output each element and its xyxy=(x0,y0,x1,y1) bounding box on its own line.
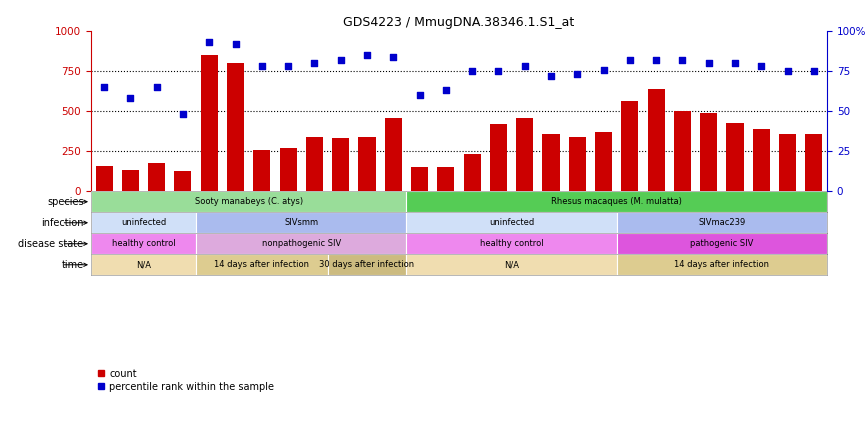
Text: infection: infection xyxy=(41,218,83,228)
Bar xyxy=(542,135,559,191)
Point xyxy=(780,67,794,75)
Point xyxy=(360,52,374,59)
Bar xyxy=(406,233,617,254)
Bar xyxy=(674,111,691,191)
Bar xyxy=(201,55,217,191)
Bar xyxy=(701,113,717,191)
Bar xyxy=(359,137,376,191)
Bar xyxy=(227,63,244,191)
Bar xyxy=(621,101,638,191)
Text: uninfected: uninfected xyxy=(489,218,534,227)
Text: 30 days after infection: 30 days after infection xyxy=(320,260,415,269)
Point xyxy=(150,83,164,91)
Bar xyxy=(333,138,349,191)
Bar xyxy=(516,118,533,191)
Text: N/A: N/A xyxy=(504,260,519,269)
Point xyxy=(518,63,532,70)
Bar xyxy=(91,254,196,275)
Point xyxy=(386,53,400,60)
Bar xyxy=(779,134,796,191)
Bar xyxy=(595,132,612,191)
Bar xyxy=(122,170,139,191)
Point xyxy=(807,67,821,75)
Point xyxy=(465,67,479,75)
Point xyxy=(754,63,768,70)
Bar xyxy=(196,233,406,254)
Legend: count, percentile rank within the sample: count, percentile rank within the sample xyxy=(96,369,275,392)
Point xyxy=(97,83,111,91)
Point xyxy=(492,67,506,75)
Bar xyxy=(280,148,297,191)
Bar xyxy=(805,134,823,191)
Bar xyxy=(490,124,507,191)
Point xyxy=(728,59,742,67)
Text: 14 days after infection: 14 days after infection xyxy=(675,260,769,269)
Point xyxy=(597,66,611,73)
Point xyxy=(333,56,347,63)
Bar xyxy=(727,123,744,191)
Bar xyxy=(617,212,827,233)
Point xyxy=(544,72,558,79)
Bar xyxy=(306,137,323,191)
Text: healthy control: healthy control xyxy=(112,239,175,248)
Text: pathogenic SIV: pathogenic SIV xyxy=(690,239,753,248)
Bar xyxy=(91,191,406,212)
Point xyxy=(229,40,242,48)
Bar xyxy=(327,254,406,275)
Text: time: time xyxy=(61,260,83,270)
Point xyxy=(571,71,585,78)
Point xyxy=(623,56,637,63)
Point xyxy=(255,63,268,70)
Point xyxy=(281,63,295,70)
Bar xyxy=(148,163,165,191)
Bar xyxy=(95,166,113,191)
Bar xyxy=(253,150,270,191)
Bar xyxy=(617,254,827,275)
Point xyxy=(307,59,321,67)
Point xyxy=(176,111,190,118)
Text: species: species xyxy=(47,197,83,207)
Bar xyxy=(569,137,585,191)
Point xyxy=(701,59,715,67)
Bar xyxy=(753,129,770,191)
Bar xyxy=(648,89,665,191)
Text: uninfected: uninfected xyxy=(121,218,166,227)
Bar xyxy=(385,118,402,191)
Point xyxy=(675,56,689,63)
Bar xyxy=(406,212,617,233)
Bar xyxy=(463,155,481,191)
Bar xyxy=(437,167,455,191)
Text: healthy control: healthy control xyxy=(480,239,543,248)
Bar xyxy=(406,254,617,275)
Text: nonpathogenic SIV: nonpathogenic SIV xyxy=(262,239,341,248)
Bar xyxy=(406,191,827,212)
Point xyxy=(124,95,138,102)
Text: disease state: disease state xyxy=(18,239,83,249)
Point xyxy=(412,91,426,99)
Bar xyxy=(196,254,327,275)
Text: 14 days after infection: 14 days after infection xyxy=(214,260,309,269)
Text: SIVsmm: SIVsmm xyxy=(284,218,319,227)
Bar xyxy=(91,212,196,233)
Bar xyxy=(617,233,827,254)
Point xyxy=(650,56,663,63)
Text: Sooty manabeys (C. atys): Sooty manabeys (C. atys) xyxy=(195,197,303,206)
Text: SIVmac239: SIVmac239 xyxy=(698,218,746,227)
Point xyxy=(439,87,453,94)
Text: N/A: N/A xyxy=(136,260,151,269)
Bar xyxy=(196,212,406,233)
Bar xyxy=(411,167,428,191)
Text: Rhesus macaques (M. mulatta): Rhesus macaques (M. mulatta) xyxy=(552,197,682,206)
Title: GDS4223 / MmugDNA.38346.1.S1_at: GDS4223 / MmugDNA.38346.1.S1_at xyxy=(343,16,575,28)
Bar xyxy=(91,233,196,254)
Bar xyxy=(174,171,191,191)
Point xyxy=(203,39,216,46)
